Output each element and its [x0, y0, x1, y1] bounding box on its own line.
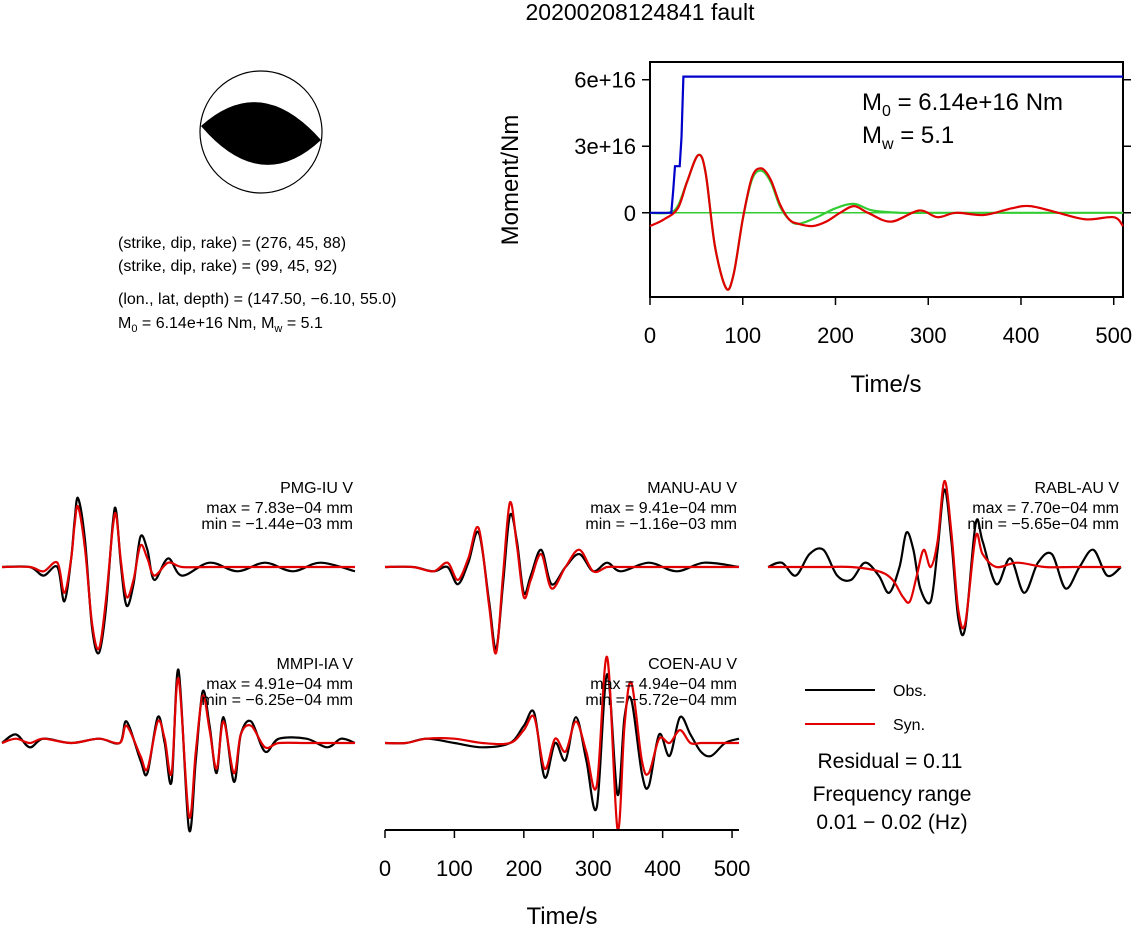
moment-x-ticks: 0 100 200 300 400 500 — [644, 297, 1132, 348]
moment-ylabel: Moment/Nm — [497, 115, 524, 246]
moment-xtick-label: 0 — [644, 323, 656, 348]
synthetic-trace — [768, 479, 1121, 630]
m0-sub: 0 — [882, 103, 891, 120]
cumulative-moment-line — [650, 75, 1123, 214]
mw-annotation-value: = 5.1 — [894, 122, 955, 149]
legend-obs-label: Obs. — [893, 683, 927, 700]
moment-eq: = 6.14e+16 Nm, M — [137, 315, 274, 332]
figure-title: 20200208124841 fault — [526, 0, 756, 25]
frequency-range-value: 0.01 − 0.02 (Hz) — [816, 811, 967, 834]
synthetic-trace — [384, 655, 739, 831]
m0-value: = 6.14e+16 Nm — [891, 89, 1063, 116]
moment-rate-green-line — [649, 153, 1123, 291]
observed-trace — [384, 673, 740, 812]
moment-m: M — [118, 315, 131, 332]
mw-sub-annotation: w — [881, 136, 894, 153]
waveform-xtick-label: 400 — [644, 856, 681, 881]
moment-plot-frame — [649, 61, 1124, 298]
station-max: max = 7.70e−04 mm — [972, 500, 1119, 517]
moment-ytick-label: 3e+16 — [574, 134, 636, 159]
waveform-xtick-label: 200 — [505, 856, 542, 881]
moment-xtick-label: 500 — [1095, 323, 1132, 348]
synthetic-trace — [1, 677, 355, 819]
station-min: min = −1.44e−03 mm — [201, 516, 353, 533]
mechanism-info: (strike, dip, rake) = (276, 45, 88) (str… — [118, 235, 396, 335]
mw-m: M — [862, 122, 882, 149]
legend: Obs. Syn. — [805, 683, 927, 734]
hypocenter-location: (lon., lat, depth) = (147.50, −6.10, 55.… — [118, 291, 396, 308]
waveform-xtick-label: 0 — [379, 856, 391, 881]
station-max: max = 4.91e−04 mm — [206, 676, 353, 693]
moment-rate-red-line — [649, 153, 1124, 291]
observed-trace — [384, 512, 740, 650]
waveform-time-axis: Time/s 0 100 200 300 400 500 — [379, 829, 751, 927]
moment-ytick-label: 0 — [624, 201, 636, 226]
moment-xtick-label: 200 — [817, 323, 854, 348]
moment-y-ticks: 0 3e+16 6e+16 — [574, 68, 1131, 226]
beachball-compressional-quadrant — [201, 102, 321, 165]
station-min: min = −5.65e−04 mm — [967, 516, 1119, 533]
waveform-xlabel: Time/s — [526, 903, 597, 927]
station-min: min = −1.16e−03 mm — [585, 516, 737, 533]
station-max: max = 9.41e−04 mm — [590, 500, 737, 517]
moment-xtick-label: 300 — [910, 323, 947, 348]
frequency-range-label: Frequency range — [813, 783, 972, 806]
nodal-plane-1: (strike, dip, rake) = (276, 45, 88) — [118, 235, 346, 252]
mw-sub: w — [273, 323, 282, 335]
nodal-plane-2: (strike, dip, rake) = (99, 45, 92) — [118, 258, 337, 275]
mw-annotation: Mw = 5.1 — [862, 122, 954, 153]
residual-text: Residual = 0.11 — [818, 750, 963, 773]
station-name: MANU-AU V — [647, 480, 737, 497]
station-max: max = 4.94e−04 mm — [590, 676, 737, 693]
moment-ytick-label: 6e+16 — [574, 68, 636, 93]
synthetic-trace — [384, 501, 739, 655]
station-max: max = 7.83e−04 mm — [206, 500, 353, 517]
waveform-xtick-label: 100 — [436, 856, 473, 881]
station-name: COEN-AU V — [648, 656, 737, 673]
waveform-xtick-label: 500 — [714, 856, 751, 881]
moment-xtick-label: 400 — [1003, 323, 1040, 348]
moment-sub: 0 — [131, 323, 137, 335]
moment-xtick-label: 100 — [724, 323, 761, 348]
moment-series — [649, 75, 1124, 291]
moment-xlabel: Time/s — [850, 371, 921, 398]
station-name: MMPI-IA V — [277, 656, 354, 673]
beachball — [199, 70, 323, 194]
waveform-xtick-label: 300 — [575, 856, 612, 881]
m0-m: M — [862, 89, 882, 116]
station-name: PMG-IU V — [280, 480, 353, 497]
moment-rate-panel: 0 3e+16 6e+16 0 100 200 300 400 500 Moment/Nm T… — [497, 61, 1132, 398]
station-name: RABL-AU V — [1035, 480, 1120, 497]
synthetic-trace — [1, 504, 355, 651]
mw-value: = 5.1 — [282, 315, 323, 332]
station-min: min = −6.25e−04 mm — [201, 692, 353, 709]
legend-syn-label: Syn. — [893, 717, 925, 734]
station-min: min = −5.72e−04 mm — [585, 692, 737, 709]
moment-magnitude-line: M0 = 6.14e+16 Nm, Mw = 5.1 — [118, 315, 323, 335]
m0-annotation: M0 = 6.14e+16 Nm — [862, 89, 1063, 120]
